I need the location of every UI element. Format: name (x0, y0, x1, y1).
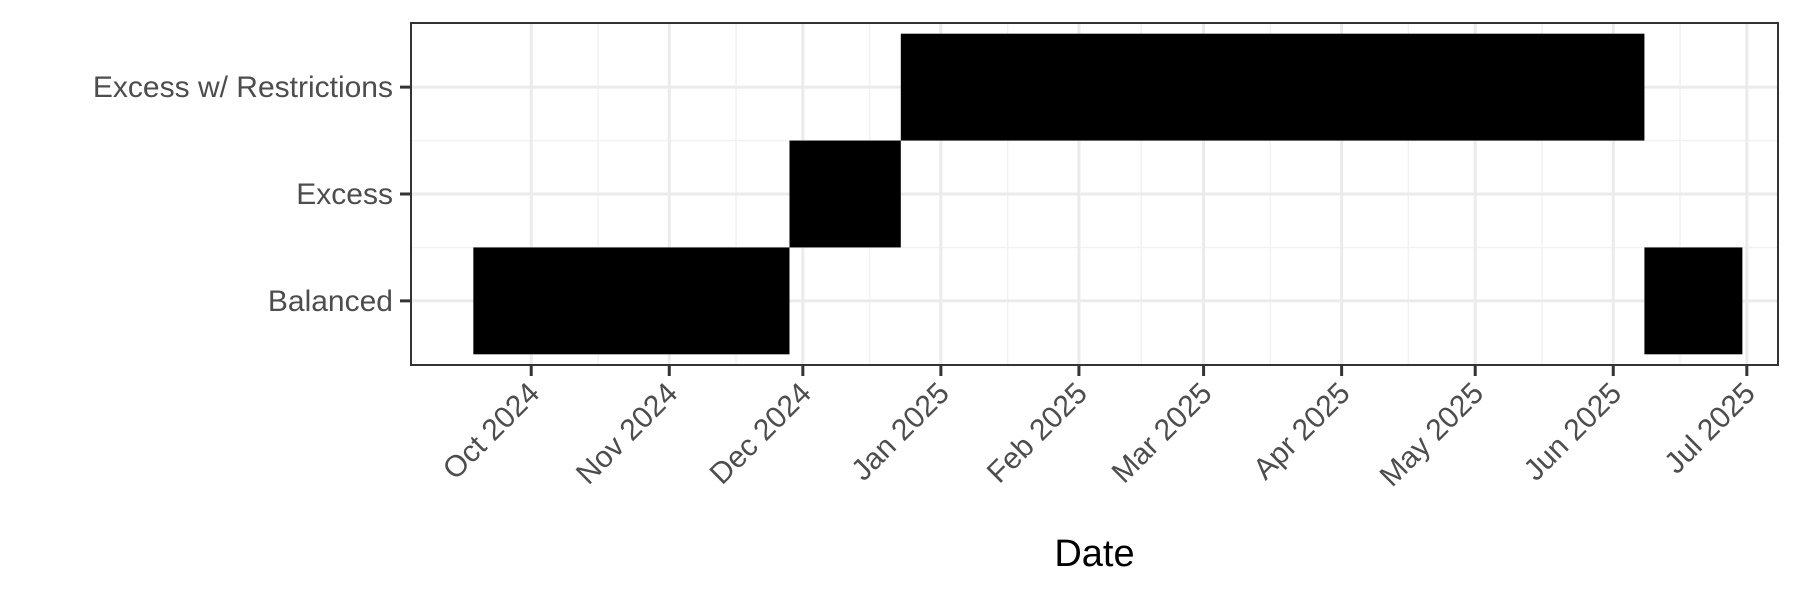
y-axis: Balanced Excess Excess w/ Restrictions (93, 71, 411, 318)
y-tick-label: Balanced (268, 285, 393, 318)
status-bar-excess-w-restrictions (900, 33, 1645, 141)
status-bars (473, 33, 1743, 355)
y-tick-label: Excess (296, 178, 393, 211)
status-bar-balanced (473, 247, 790, 355)
status-bar-excess (789, 140, 901, 248)
y-tick-label: Excess w/ Restrictions (93, 71, 393, 104)
x-axis-title: Date (1054, 533, 1134, 575)
status-bar-balanced (1644, 247, 1743, 355)
